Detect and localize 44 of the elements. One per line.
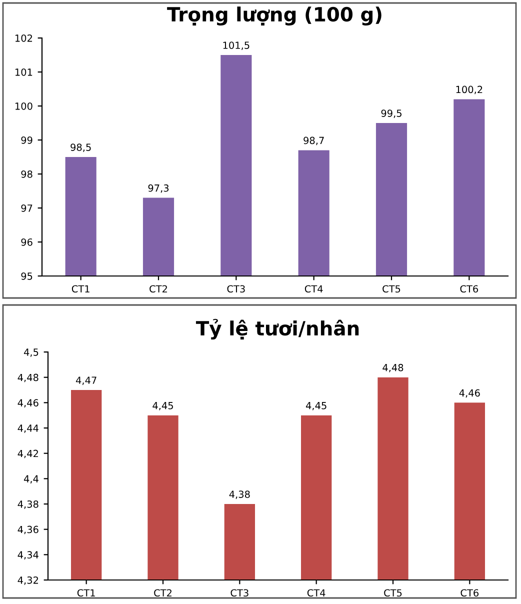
y-tick-label: 101 — [15, 68, 32, 76]
y-tick-label: 97 — [21, 204, 32, 212]
data-label: 97,3 — [148, 184, 169, 193]
y-tick-label: 99 — [21, 136, 32, 144]
y-tick-label: 95 — [21, 272, 32, 280]
y-tick-label: 4,42 — [18, 450, 38, 458]
x-tick-label: CT6 — [460, 285, 478, 293]
data-label: 101,5 — [223, 42, 250, 50]
data-label: 4,47 — [76, 376, 96, 385]
y-tick-label: 4,46 — [18, 399, 38, 408]
y-tick-label: 4,48 — [18, 374, 38, 382]
data-label: 4,38 — [229, 490, 250, 499]
x-tick-label: CT3 — [227, 285, 245, 293]
y-tick-label: 98 — [21, 170, 32, 178]
data-label: 98,5 — [70, 144, 91, 152]
data-label: 98,7 — [304, 136, 324, 146]
x-tick-label: CT1 — [77, 589, 95, 597]
y-tick-label: 4,38 — [18, 500, 38, 509]
data-label: 99,5 — [381, 110, 402, 118]
y-tick-label: 4,36 — [18, 526, 38, 534]
data-label: 100,2 — [456, 86, 482, 94]
data-label: 4,45 — [306, 402, 326, 410]
x-tick-label: CT5 — [384, 589, 402, 597]
y-tick-label: 4,44 — [18, 424, 38, 433]
x-tick-label: CT3 — [230, 589, 248, 597]
y-tick-label: 96 — [21, 238, 32, 246]
chart-title: Tỷ lệ tươi/nhân — [196, 318, 359, 340]
x-tick-label: CT2 — [154, 589, 172, 597]
y-tick-label: 102 — [15, 34, 32, 42]
y-tick-label: 4,32 — [18, 576, 38, 585]
y-tick-label: 100 — [15, 102, 32, 110]
data-label: 4,46 — [459, 389, 480, 398]
x-tick-label: CT4 — [307, 589, 326, 597]
x-tick-label: CT1 — [72, 285, 90, 293]
y-tick-label: 4,34 — [18, 551, 38, 560]
x-tick-label: CT4 — [304, 285, 323, 293]
x-tick-label: CT6 — [460, 589, 479, 597]
x-tick-label: CT5 — [382, 285, 400, 293]
y-tick-label: 4,5 — [24, 348, 38, 357]
y-tick-label: 4,4 — [24, 475, 38, 484]
data-label: 4,45 — [152, 402, 173, 410]
chart-title: Trọng lượng (100 g) — [167, 6, 382, 26]
x-tick-label: CT2 — [150, 285, 167, 293]
data-label: 4,48 — [382, 364, 404, 372]
